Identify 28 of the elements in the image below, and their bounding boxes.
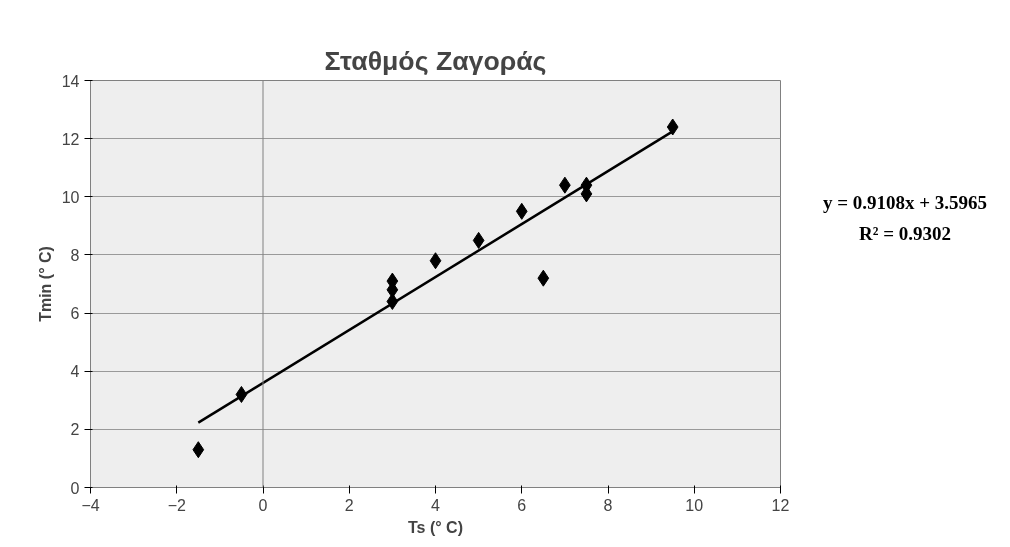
y-axis-title: Tmin (° C) [36,246,54,322]
x-tick-label: 2 [344,496,354,514]
x-tick-label: 8 [603,496,613,514]
y-tick-label: 10 [61,188,80,206]
x-tick-label: −4 [81,496,100,514]
point [666,118,679,136]
x-tick-label: 10 [685,496,704,514]
point [537,269,550,287]
y-tick-label: 14 [61,72,80,90]
point [192,441,205,459]
y-tick-label: 8 [70,246,80,264]
y-tick-label: 2 [70,421,80,439]
y-tick-label: 0 [70,479,80,497]
y-tick-label: 4 [70,363,80,381]
y-tick-label: 6 [70,305,80,323]
text: R² = 0.9302 [858,222,952,247]
x-axis-title: Ts (° C) [408,518,463,536]
chart-title: Σταθμός Ζαγοράς [324,45,547,76]
point [472,231,485,249]
x-tick-label: 4 [431,496,441,514]
x-tick-label: 12 [771,496,790,514]
point [515,202,528,220]
y-tick-label: 12 [61,130,80,148]
x-tick-label: 0 [258,496,268,514]
text: y = 0.9108x + 3.5965 [822,191,988,215]
x-tick-label: 6 [517,496,527,514]
point [429,252,442,270]
x-tick-label: −2 [167,496,186,514]
